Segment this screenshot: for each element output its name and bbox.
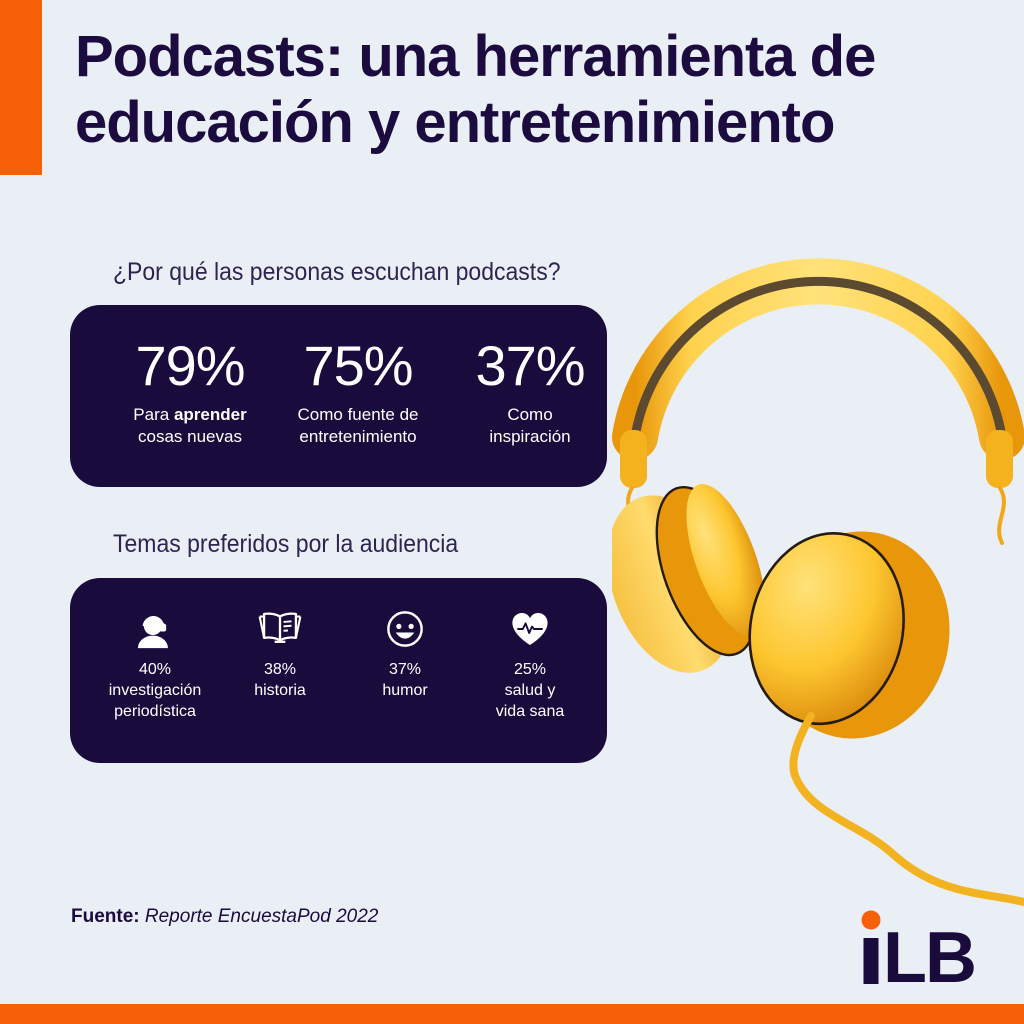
svg-text:LB: LB — [883, 918, 975, 984]
